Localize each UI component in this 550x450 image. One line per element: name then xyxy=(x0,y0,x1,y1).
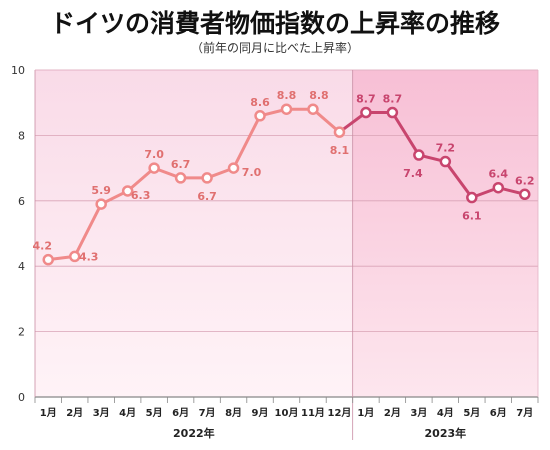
x-tick-label: 2月 xyxy=(66,407,83,419)
data-label: 6.7 xyxy=(171,158,191,171)
x-tick-label: 6月 xyxy=(172,407,189,419)
x-tick-label: 3月 xyxy=(410,407,427,419)
data-label: 8.6 xyxy=(250,96,270,109)
x-tick-label: 7月 xyxy=(516,407,533,419)
data-label: 6.1 xyxy=(462,210,482,223)
data-point xyxy=(148,162,160,174)
data-label: 7.4 xyxy=(403,167,423,180)
data-label: 8.7 xyxy=(383,93,403,106)
y-tick-label: 0 xyxy=(18,391,25,404)
chart-subtitle: （前年の同月に比べた上昇率） xyxy=(190,41,359,55)
data-point xyxy=(333,126,346,138)
data-label: 5.9 xyxy=(91,184,111,197)
year-label: 2022年 xyxy=(173,426,215,440)
x-tick-label: 8月 xyxy=(225,407,242,419)
data-label: 8.1 xyxy=(330,144,350,157)
data-label: 6.4 xyxy=(489,168,509,181)
data-point xyxy=(413,149,425,161)
data-point xyxy=(42,253,54,266)
data-point xyxy=(492,181,505,194)
data-point xyxy=(439,155,452,168)
data-label: 6.7 xyxy=(197,190,217,203)
data-point xyxy=(254,110,266,122)
data-label: 6.3 xyxy=(131,189,151,202)
data-label: 6.2 xyxy=(515,174,535,187)
y-tick-label: 8 xyxy=(18,129,25,142)
data-label: 8.8 xyxy=(277,89,297,102)
x-tick-label: 4月 xyxy=(119,407,136,419)
data-label: 4.2 xyxy=(32,240,52,253)
x-tick-label: 4月 xyxy=(437,407,454,419)
x-tick-label: 3月 xyxy=(93,407,110,419)
x-tick-label: 10月 xyxy=(275,407,299,419)
x-tick-label: 1月 xyxy=(357,407,374,419)
data-point xyxy=(466,191,478,204)
x-tick-label: 5月 xyxy=(146,407,163,419)
data-point xyxy=(519,188,531,201)
data-label: 8.7 xyxy=(356,93,376,106)
data-point xyxy=(307,103,319,115)
data-point xyxy=(95,198,107,210)
data-label: 7.0 xyxy=(242,166,262,179)
data-point xyxy=(201,172,213,184)
y-tick-label: 4 xyxy=(18,260,25,273)
data-label: 8.8 xyxy=(309,89,329,102)
y-tick-label: 6 xyxy=(18,195,25,208)
x-tick-label: 2月 xyxy=(384,407,401,419)
data-point xyxy=(174,172,187,184)
data-label: 7.0 xyxy=(144,148,164,161)
chart-title: ドイツの消費者物価指数の上昇率の推移 xyxy=(49,9,500,38)
data-point xyxy=(386,106,399,119)
data-label: 4.3 xyxy=(79,250,99,263)
background-2022 xyxy=(35,70,353,397)
y-tick-label: 2 xyxy=(18,326,25,339)
year-label: 2023年 xyxy=(425,426,467,440)
data-point xyxy=(121,185,134,197)
x-tick-label: 11月 xyxy=(301,407,325,419)
data-point xyxy=(227,162,240,174)
x-tick-label: 12月 xyxy=(327,407,351,419)
x-tick-label: 1月 xyxy=(40,407,57,419)
x-tick-label: 6月 xyxy=(490,407,507,419)
data-point xyxy=(68,250,81,263)
data-label: 7.2 xyxy=(436,142,456,155)
x-tick-label: 5月 xyxy=(463,407,480,419)
x-tick-label: 7月 xyxy=(199,407,216,419)
y-tick-label: 10 xyxy=(11,64,25,77)
background-2023 xyxy=(352,70,538,397)
x-tick-label: 9月 xyxy=(252,407,269,419)
data-point xyxy=(360,106,372,119)
data-point xyxy=(280,103,293,115)
